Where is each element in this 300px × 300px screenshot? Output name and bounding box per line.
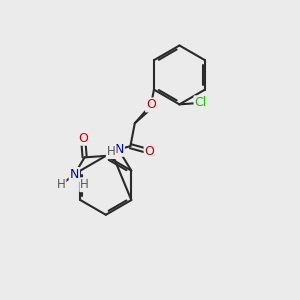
Text: N: N <box>115 142 124 156</box>
Text: H: H <box>80 178 89 191</box>
Text: H: H <box>107 145 116 158</box>
Text: O: O <box>145 145 154 158</box>
Text: N: N <box>70 168 79 181</box>
Text: H: H <box>107 145 116 158</box>
Text: O: O <box>78 132 88 145</box>
Text: O: O <box>146 98 156 111</box>
Text: H: H <box>57 178 65 191</box>
Text: N: N <box>115 142 124 156</box>
Text: Cl: Cl <box>194 96 207 110</box>
